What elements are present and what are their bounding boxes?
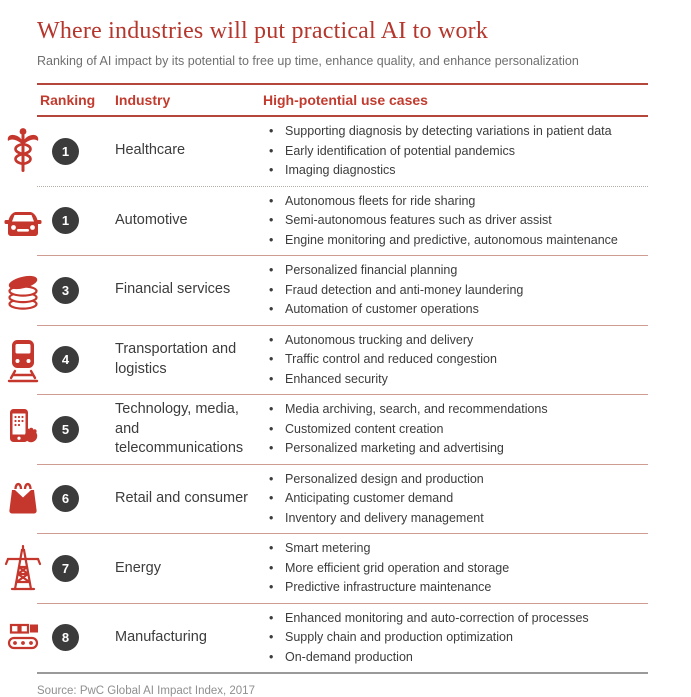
- use-case-item: Enhanced monitoring and auto-correction …: [263, 609, 648, 629]
- industry-name: Energy: [115, 559, 161, 576]
- use-case-item: Fraud detection and anti-money launderin…: [263, 281, 648, 301]
- column-header-industry: Industry: [115, 92, 171, 108]
- table-body: 1 Healthcare Supporting diagnosis by det…: [37, 117, 648, 675]
- smartphone-touch-icon: [3, 403, 43, 455]
- table-row: 1 Healthcare Supporting diagnosis by det…: [37, 117, 648, 187]
- train-icon: [3, 334, 43, 386]
- rank-cell: 8: [37, 624, 115, 652]
- use-cases-cell: Supporting diagnosis by detecting variat…: [263, 122, 648, 181]
- coins-icon: [3, 264, 43, 316]
- rank-badge: 3: [52, 276, 79, 304]
- page-subtitle: Ranking of AI impact by its potential to…: [37, 54, 579, 68]
- rank-badge: 1: [52, 207, 79, 235]
- rank-badge: 6: [52, 485, 79, 513]
- conveyor-icon: [3, 612, 43, 664]
- industry-name: Technology, media, and telecommunication…: [115, 401, 244, 457]
- use-case-item: Autonomous trucking and delivery: [263, 331, 648, 351]
- rank-cell: 4: [37, 346, 115, 374]
- use-cases-cell: Personalized design and productionAntici…: [263, 470, 648, 529]
- table-row: 5 Technology, media, and telecommunicati…: [37, 395, 648, 465]
- use-case-item: Anticipating customer demand: [263, 489, 648, 509]
- shopping-bag-icon: [3, 473, 43, 525]
- rank-badge: 5: [52, 415, 79, 443]
- table-row: 6 Retail and consumer Personalized desig…: [37, 465, 648, 535]
- rank-badge: 1: [52, 137, 79, 165]
- column-header-ranking: Ranking: [40, 92, 96, 108]
- use-case-item: Enhanced security: [263, 370, 648, 390]
- use-case-item: Autonomous fleets for ride sharing: [263, 192, 648, 212]
- use-case-list: Enhanced monitoring and auto-correction …: [263, 609, 648, 668]
- page-title: Where industries will put practical AI t…: [37, 18, 489, 44]
- use-case-item: Personalized marketing and advertising: [263, 439, 648, 459]
- use-case-item: Personalized financial planning: [263, 261, 648, 281]
- use-case-item: Supply chain and production optimization: [263, 628, 648, 648]
- use-case-item: More efficient grid operation and storag…: [263, 559, 648, 579]
- table-row: 3 Financial services Personalized financ…: [37, 256, 648, 326]
- use-case-list: Autonomous fleets for ride sharingSemi-a…: [263, 192, 648, 251]
- table-row: 8 Manufacturing Enhanced monitoring and …: [37, 604, 648, 673]
- use-case-item: Customized content creation: [263, 420, 648, 440]
- caduceus-icon: [3, 125, 43, 177]
- rank-cell: 5: [37, 415, 115, 443]
- use-cases-cell: Personalized financial planningFraud det…: [263, 261, 648, 320]
- rank-cell: 6: [37, 485, 115, 513]
- power-tower-icon: [3, 542, 43, 594]
- table-row: 4 Transportation and logistics Autonomou…: [37, 326, 648, 395]
- use-case-list: Media archiving, search, and recommendat…: [263, 400, 648, 459]
- use-case-item: Automation of customer operations: [263, 300, 648, 320]
- use-case-list: Autonomous trucking and deliveryTraffic …: [263, 331, 648, 390]
- rank-cell: 7: [37, 554, 115, 582]
- use-case-item: Inventory and delivery management: [263, 509, 648, 529]
- use-cases-cell: Autonomous trucking and deliveryTraffic …: [263, 331, 648, 390]
- use-case-list: Personalized financial planningFraud det…: [263, 261, 648, 320]
- industry-name: Automotive: [115, 211, 188, 228]
- use-case-list: Smart meteringMore efficient grid operat…: [263, 539, 648, 598]
- use-case-item: Semi-autonomous features such as driver …: [263, 211, 648, 231]
- rank-cell: 3: [37, 276, 115, 304]
- rank-cell: 1: [37, 207, 115, 235]
- use-case-item: On-demand production: [263, 648, 648, 668]
- use-cases-cell: Media archiving, search, and recommendat…: [263, 400, 648, 459]
- use-cases-cell: Enhanced monitoring and auto-correction …: [263, 609, 648, 668]
- use-case-item: Media archiving, search, and recommendat…: [263, 400, 648, 420]
- use-case-item: Traffic control and reduced congestion: [263, 350, 648, 370]
- industry-name: Manufacturing: [115, 629, 207, 646]
- use-case-item: Predictive infrastructure maintenance: [263, 578, 648, 598]
- industry-name: Retail and consumer: [115, 490, 248, 507]
- rank-cell: 1: [37, 137, 115, 165]
- use-cases-cell: Autonomous fleets for ride sharingSemi-a…: [263, 192, 648, 251]
- rank-badge: 8: [52, 624, 79, 652]
- use-case-item: Early identification of potential pandem…: [263, 142, 648, 162]
- use-case-item: Engine monitoring and predictive, autono…: [263, 231, 648, 251]
- table-header: Ranking Industry High-potential use case…: [37, 83, 648, 117]
- use-case-item: Supporting diagnosis by detecting variat…: [263, 122, 648, 142]
- industry-name: Transportation and logistics: [115, 341, 237, 377]
- industry-name: Healthcare: [115, 142, 186, 159]
- rank-badge: 4: [52, 346, 79, 374]
- use-cases-cell: Smart meteringMore efficient grid operat…: [263, 539, 648, 598]
- table-row: 7 Energy Smart meteringMore efficient gr…: [37, 534, 648, 604]
- rank-badge: 7: [52, 554, 79, 582]
- use-case-item: Imaging diagnostics: [263, 161, 648, 181]
- industry-name: Financial services: [115, 281, 231, 298]
- table-row: 1 Automotive Autonomous fleets for ride …: [37, 187, 648, 256]
- car-icon: [3, 195, 43, 247]
- column-header-use-cases: High-potential use cases: [263, 92, 428, 108]
- use-case-item: Personalized design and production: [263, 470, 648, 490]
- source-note: Source: PwC Global AI Impact Index, 2017: [37, 685, 255, 697]
- use-case-item: Smart metering: [263, 539, 648, 559]
- use-case-list: Personalized design and productionAntici…: [263, 470, 648, 529]
- use-case-list: Supporting diagnosis by detecting variat…: [263, 122, 648, 181]
